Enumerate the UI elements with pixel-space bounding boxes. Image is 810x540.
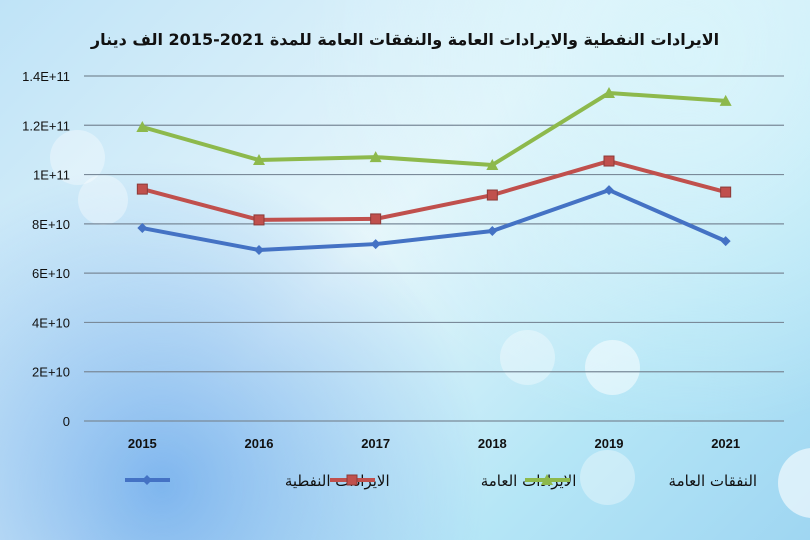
square-marker [253, 214, 265, 226]
triangle-marker [603, 87, 615, 99]
diamond-marker [137, 223, 148, 234]
legend-label: النفقات العامة [669, 472, 758, 490]
x-tick-label: 2021 [711, 436, 740, 451]
y-tick-label: 1.4E+11 [22, 69, 70, 84]
square-marker [486, 189, 498, 201]
y-tick-label: 1E+11 [33, 168, 70, 183]
diamond-marker [370, 239, 381, 250]
square-marker [603, 155, 615, 167]
square-marker [136, 183, 148, 195]
x-tick-label: 2015 [128, 436, 157, 451]
series-line [141, 91, 726, 167]
y-tick-label: 4E+10 [32, 315, 70, 330]
square-marker [720, 186, 732, 198]
triangle-marker [253, 154, 265, 166]
y-tick-label: 8E+10 [32, 217, 70, 232]
y-tick-label: 0 [63, 414, 70, 429]
diamond-marker [142, 475, 152, 485]
series-line [141, 159, 727, 222]
triangle-marker [369, 151, 382, 163]
square-marker [370, 213, 382, 225]
y-tick-label: 2E+10 [32, 365, 70, 380]
triangle-marker [541, 474, 553, 485]
y-tick-label: 6E+10 [32, 266, 70, 281]
triangle-marker [486, 158, 499, 170]
x-tick-label: 2017 [361, 436, 390, 451]
diamond-marker [487, 226, 498, 237]
triangle-marker [719, 94, 732, 106]
square-marker [346, 474, 358, 486]
diamond-marker [604, 185, 614, 196]
chart-title: الايرادات النفطية والايرادات العامة والن… [90, 30, 720, 49]
x-tick-label: 2019 [595, 436, 624, 451]
triangle-marker [136, 121, 149, 133]
x-tick-label: 2018 [478, 436, 507, 451]
series-line [141, 188, 727, 252]
diamond-marker [254, 244, 264, 255]
y-tick-label: 1.2E+11 [22, 118, 70, 133]
diamond-marker [720, 236, 731, 247]
x-tick-label: 2016 [245, 436, 274, 451]
